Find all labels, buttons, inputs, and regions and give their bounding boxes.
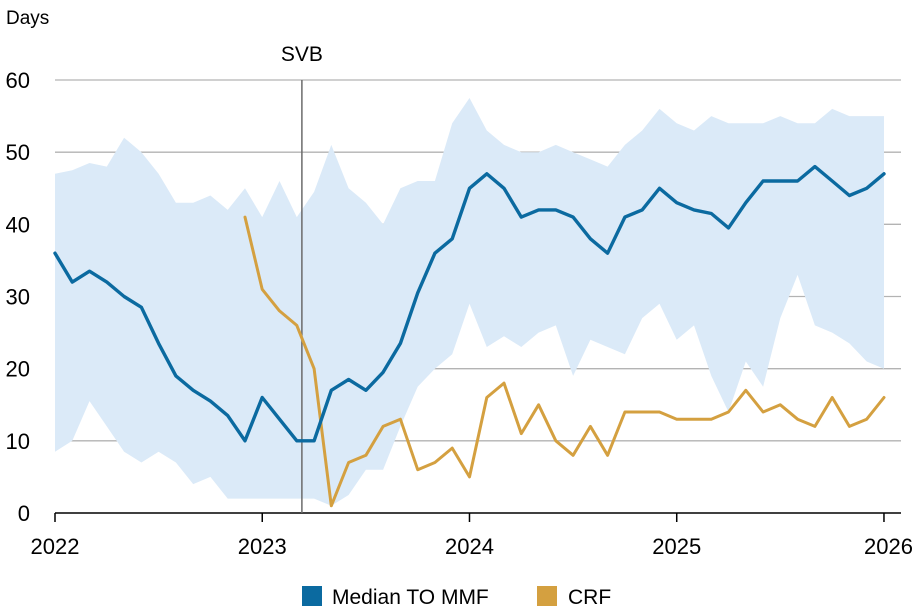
x-tick-2023: 2023 [238,534,287,559]
legend-swatch-crf [537,586,557,606]
series-line-crf [243,215,886,508]
legend-label-median: Median TO MMF [332,586,489,609]
y-tick-10: 10 [6,429,30,454]
y-tick-labels: 0 10 20 30 40 50 60 [6,68,30,526]
y-tick-60: 60 [6,68,30,93]
legend-swatch-median [302,586,322,606]
range-band [55,98,884,506]
x-tick-2025: 2025 [652,534,701,559]
legend-label-crf: CRF [568,586,611,609]
y-tick-30: 30 [6,285,30,310]
series-line-median [53,164,886,443]
series-lines [53,164,886,508]
y-tick-20: 20 [6,357,30,382]
legend: Median TO MMF CRF [302,586,611,609]
y-tick-40: 40 [6,212,30,237]
y-axis-label: Days [6,8,49,29]
y-tick-50: 50 [6,140,30,165]
x-tick-2024: 2024 [445,534,494,559]
svb-label: SVB [281,43,323,66]
y-tick-0: 0 [18,501,30,526]
x-tick-2026: 2026 [864,534,913,559]
x-axis: 2022 2023 2024 2025 2026 [31,512,913,559]
x-tick-2022: 2022 [31,534,80,559]
